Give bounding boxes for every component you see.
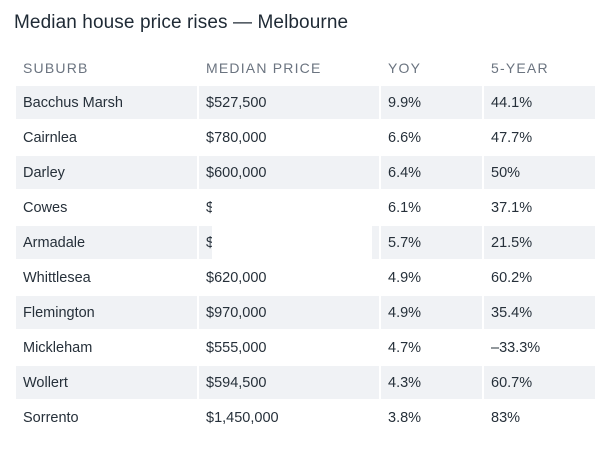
price-cell: $600,000 — [199, 156, 379, 189]
suburb-cell: Flemington — [16, 296, 197, 329]
price-cell: $555,000 — [206, 339, 267, 356]
table-header-row: SUBURB MEDIAN PRICE YOY 5-YEAR — [16, 52, 595, 84]
table-row: Cairnlea $780,000 6.6% 47.7% — [16, 121, 595, 154]
table-row: Cowes $5 6.1% 37.1% — [16, 191, 595, 224]
five-year-cell: 60.7% — [484, 366, 595, 399]
five-year-cell: 21.5% — [484, 226, 595, 259]
five-year-cell: 83% — [491, 409, 521, 426]
five-year-cell: 60.2% — [491, 269, 533, 286]
yoy-cell: 3.8% — [388, 409, 422, 426]
price-cell: $527,500 — [199, 86, 379, 119]
price-cell: $780,000 — [206, 129, 267, 146]
table-row: Bacchus Marsh $527,500 9.9% 44.1% — [16, 86, 595, 119]
price-table: SUBURB MEDIAN PRICE YOY 5-YEAR Bacchus M… — [14, 50, 597, 436]
yoy-cell: 6.6% — [388, 129, 422, 146]
suburb-cell: Wollert — [16, 366, 197, 399]
five-year-cell: 50% — [484, 156, 595, 189]
suburb-cell: Cowes — [23, 199, 68, 216]
table-row: Flemington $970,000 4.9% 35.4% — [16, 296, 595, 329]
table-row: Mickleham $555,000 4.7% –33.3% — [16, 331, 595, 364]
suburb-cell: Bacchus Marsh — [16, 86, 197, 119]
table-row: Darley $600,000 6.4% 50% — [16, 156, 595, 189]
suburb-cell: Darley — [16, 156, 197, 189]
table-row: Whittlesea $620,000 4.9% 60.2% — [16, 261, 595, 294]
suburb-cell: Sorrento — [23, 409, 79, 426]
yoy-cell: 4.3% — [381, 366, 482, 399]
price-cell: $970,000 — [199, 296, 379, 329]
price-cell: $594,500 — [199, 366, 379, 399]
table-row: Wollert $594,500 4.3% 60.7% — [16, 366, 595, 399]
five-year-cell: 35.4% — [484, 296, 595, 329]
yoy-cell: 6.4% — [381, 156, 482, 189]
table-row: Sorrento $1,450,000 3.8% 83% — [16, 401, 595, 434]
price-cell: $620,000 — [206, 269, 267, 286]
five-year-cell: 37.1% — [491, 199, 533, 216]
suburb-cell: Armadale — [16, 226, 197, 259]
price-cell: $1,450,000 — [206, 409, 279, 426]
yoy-cell: 6.1% — [388, 199, 422, 216]
page-title: Median house price rises — Melbourne — [14, 12, 349, 33]
yoy-cell: 4.9% — [388, 269, 422, 286]
yoy-cell: 5.7% — [381, 226, 482, 259]
yoy-cell: 4.7% — [388, 339, 422, 356]
obscured-region — [212, 200, 372, 260]
column-header-suburb: SUBURB — [23, 60, 89, 76]
suburb-cell: Mickleham — [23, 339, 93, 356]
five-year-cell: 44.1% — [484, 86, 595, 119]
suburb-cell: Whittlesea — [23, 269, 91, 286]
column-header-median-price: MEDIAN PRICE — [206, 60, 322, 76]
five-year-cell: 47.7% — [491, 129, 533, 146]
suburb-cell: Cairnlea — [23, 129, 77, 146]
five-year-cell: –33.3% — [491, 339, 541, 356]
column-header-yoy: YOY — [388, 60, 422, 76]
yoy-cell: 9.9% — [381, 86, 482, 119]
column-header-5-year: 5-YEAR — [491, 60, 549, 76]
yoy-cell: 4.9% — [381, 296, 482, 329]
